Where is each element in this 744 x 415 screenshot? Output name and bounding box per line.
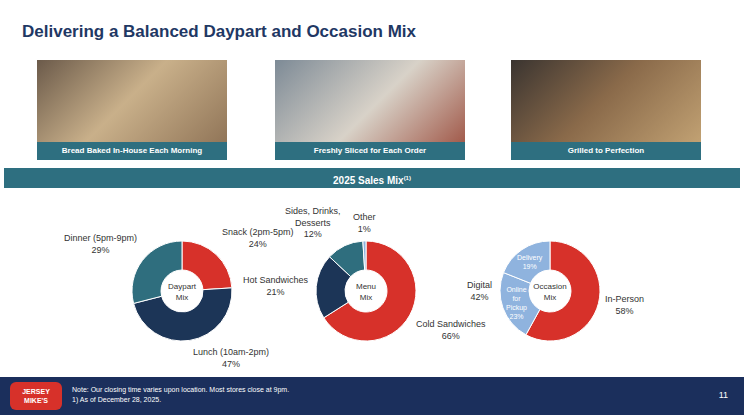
svg-text:DaypartMix: DaypartMix [168,282,197,301]
html-text:Bread Baked In-House Each Morn: Bread Baked In-House Each Morning [61,146,203,155]
html-text:11: 11 [718,390,728,400]
html-text:Grilled to Perfection: Grilled to Perfection [567,146,645,155]
svg-text:Other1%: Other1% [353,212,376,234]
svg-text:Digital42%: Digital42% [467,280,492,302]
svg-text:Cold Sandwiches66%: Cold Sandwiches66% [416,319,486,341]
svg-text:Dinner (5pm-9pm)29%: Dinner (5pm-9pm)29% [64,233,137,255]
html-text:JERSEY MIKE'S: JERSEY MIKE'S [22,388,50,404]
html-text:Delivering a Balanced Daypart: Delivering a Balanced Daypart and Occasi… [22,22,416,41]
svg-text:Delivery19%: Delivery19% [517,254,543,270]
svg-text:Sides, Drinks,Desserts12%: Sides, Drinks,Desserts12% [285,206,341,239]
svg-text:Hot Sandwiches21%: Hot Sandwiches21% [243,275,309,297]
svg-text:MenuMix: MenuMix [356,282,376,301]
html-text:1) As of December 28, 2025.: 1) As of December 28, 2025. [72,396,162,403]
svg-text:OnlineforPickup23%: OnlineforPickup23% [506,286,527,320]
svg-text:In-Person58%: In-Person58% [605,294,644,316]
svg-text:OccasionMix: OccasionMix [533,282,566,301]
svg-text:Snack (2pm-5pm)24%: Snack (2pm-5pm)24% [222,227,294,249]
html-text:Freshly Sliced for Each Order: Freshly Sliced for Each Order [313,146,427,155]
html-text:Note: Our closing time varies: Note: Our closing time varies upon locat… [72,386,290,393]
svg-text:Lunch (10am-2pm)47%: Lunch (10am-2pm)47% [193,347,269,369]
html-text:2025 Sales Mix(1): 2025 Sales Mix(1) [333,175,411,187]
